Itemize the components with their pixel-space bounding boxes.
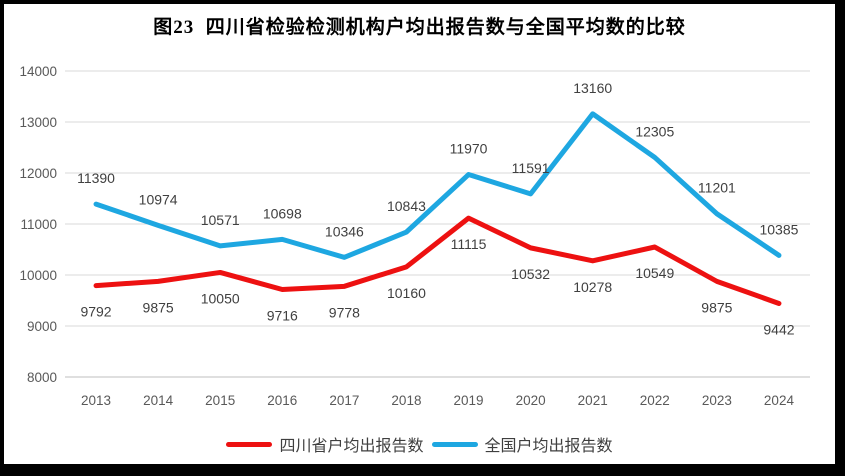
svg-text:10385: 10385 — [759, 221, 798, 237]
svg-text:2020: 2020 — [516, 393, 546, 408]
svg-text:10532: 10532 — [511, 266, 550, 282]
chart-title: 图23 四川省检验检测机构户均出报告数与全国平均数的比较 — [153, 17, 686, 38]
svg-text:9875: 9875 — [701, 299, 732, 315]
svg-text:10346: 10346 — [325, 223, 364, 239]
svg-text:2021: 2021 — [578, 393, 608, 408]
svg-text:9778: 9778 — [329, 304, 360, 320]
svg-text:2022: 2022 — [640, 393, 670, 408]
svg-text:10843: 10843 — [387, 198, 426, 214]
svg-text:2024: 2024 — [764, 393, 795, 408]
legend-label-national: 全国户均出报告数 — [484, 438, 613, 455]
svg-text:10571: 10571 — [201, 212, 240, 228]
svg-text:2013: 2013 — [81, 393, 111, 408]
svg-text:2015: 2015 — [205, 393, 235, 408]
svg-text:11390: 11390 — [77, 170, 115, 186]
svg-text:14000: 14000 — [19, 64, 57, 79]
svg-text:12000: 12000 — [19, 166, 57, 181]
svg-text:9792: 9792 — [80, 304, 111, 320]
legend-swatch-sichuan-red-line — [226, 441, 273, 447]
chart-legend: 四川省户均出报告数 全国户均出报告数 — [4, 432, 835, 456]
svg-text:2019: 2019 — [454, 393, 484, 408]
svg-text:9000: 9000 — [27, 319, 57, 334]
svg-text:9442: 9442 — [763, 321, 794, 337]
svg-text:10549: 10549 — [635, 265, 674, 281]
legend-swatch-national-blue-line — [431, 441, 478, 447]
svg-text:10974: 10974 — [139, 191, 178, 207]
svg-text:2023: 2023 — [702, 393, 732, 408]
svg-text:10698: 10698 — [263, 205, 302, 221]
svg-text:10278: 10278 — [573, 279, 612, 295]
legend-item-national: 全国户均出报告数 — [431, 432, 613, 456]
svg-text:2016: 2016 — [267, 393, 297, 408]
svg-text:9716: 9716 — [267, 307, 298, 323]
svg-text:13160: 13160 — [573, 80, 612, 96]
svg-text:9875: 9875 — [143, 299, 174, 315]
svg-text:2018: 2018 — [391, 393, 421, 408]
legend-item-sichuan: 四川省户均出报告数 — [226, 432, 424, 456]
svg-text:10000: 10000 — [19, 268, 57, 283]
svg-text:8000: 8000 — [27, 370, 57, 385]
svg-text:10160: 10160 — [387, 285, 426, 301]
svg-text:11115: 11115 — [451, 236, 487, 252]
chart-card: 图23 四川省检验检测机构户均出报告数与全国平均数的比较 8000 9000 100… — [4, 4, 835, 464]
svg-text:12305: 12305 — [635, 123, 674, 139]
svg-text:11591: 11591 — [512, 160, 550, 176]
svg-text:10050: 10050 — [201, 290, 240, 306]
svg-text:2017: 2017 — [329, 393, 359, 408]
line-chart-plot: 8000 9000 10000 11000 12000 13000 14000 2013 201… — [19, 64, 810, 408]
svg-text:13000: 13000 — [19, 115, 57, 130]
svg-text:11000: 11000 — [20, 217, 57, 232]
svg-text:11970: 11970 — [450, 141, 488, 157]
svg-text:11201: 11201 — [698, 180, 736, 196]
legend-label-sichuan: 四川省户均出报告数 — [279, 438, 424, 455]
svg-text:2014: 2014 — [143, 393, 174, 408]
